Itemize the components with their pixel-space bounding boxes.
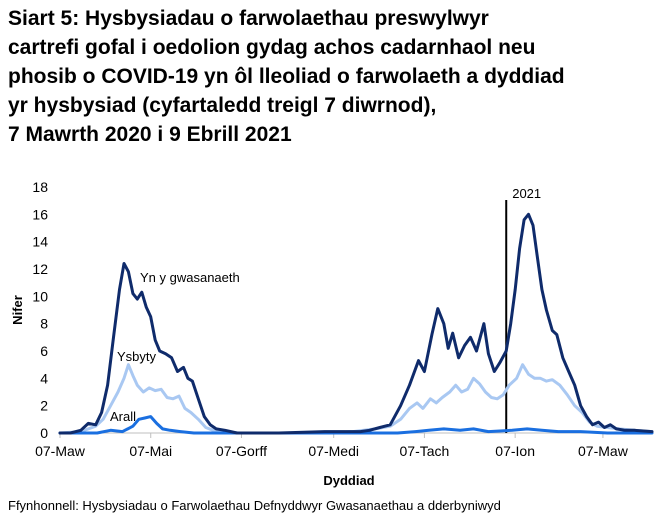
y-tick-label: 16	[32, 206, 48, 222]
y-tick-label: 4	[40, 370, 48, 386]
y-tick-label: 8	[40, 316, 48, 332]
chart-title-line: yr hysbysiad (cyfartaledd treigl 7 diwrn…	[8, 94, 437, 117]
y-tick-label: 12	[32, 261, 48, 277]
y-tick-label: 18	[32, 179, 48, 195]
x-tick-label: 07-Medi	[308, 443, 359, 459]
chart-title-line: cartrefi gofal i oedolion gydag achos ca…	[8, 36, 536, 59]
year-marker-label: 2021	[512, 186, 541, 201]
chart-title-line: phosib o COVID-19 yn ôl lleoliad o farwo…	[8, 65, 565, 88]
chart-title-line: 7 Mawrth 2020 i 9 Ebrill 2021	[8, 123, 292, 146]
series-label: Yn y gwasanaeth	[140, 270, 240, 285]
series-line-other	[58, 415, 654, 435]
source-note: Ffynhonnell: Hysbysiadau o Farwolaethau …	[8, 498, 501, 513]
y-tick-label: 10	[32, 288, 48, 304]
y-axis-label: Nifer	[10, 295, 25, 325]
x-tick-label: 07-Tach	[400, 443, 450, 459]
series-label: Arall	[110, 409, 136, 424]
x-axis-label: Dyddiad	[323, 473, 374, 488]
series-line-care-home	[58, 212, 654, 435]
x-tick-label: 07-Maw	[578, 443, 629, 459]
chart-title-line: Siart 5: Hysbysiadau o farwolaethau pres…	[8, 7, 489, 30]
x-tick-label: 07-Mai	[129, 443, 172, 459]
y-tick-label: 14	[32, 234, 48, 250]
y-tick-label: 0	[40, 425, 48, 441]
x-tick-label: 07-Maw	[35, 443, 86, 459]
x-tick-label: 07-Gorff	[216, 443, 267, 459]
x-tick-label: 07-Ion	[495, 443, 535, 459]
series-label: Ysbyty	[117, 349, 157, 364]
y-tick-label: 2	[40, 398, 48, 414]
series-line-hospital	[58, 363, 654, 435]
y-tick-label: 6	[40, 343, 48, 359]
chart-title: Siart 5: Hysbysiadau o farwolaethau pres…	[8, 4, 668, 149]
